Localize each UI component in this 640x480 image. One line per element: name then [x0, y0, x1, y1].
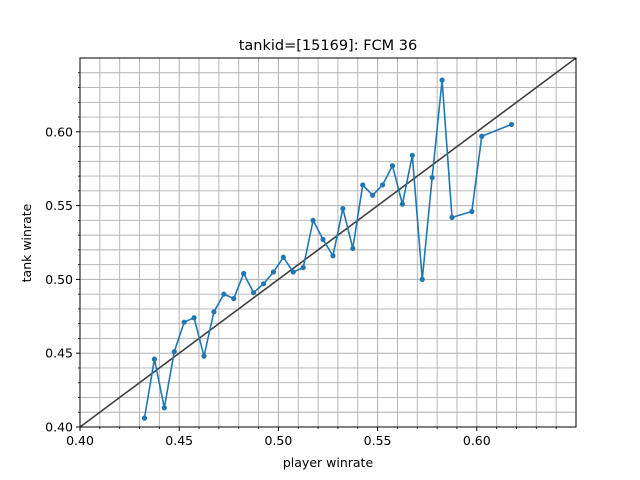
data-point [419, 276, 425, 282]
data-point [409, 152, 415, 159]
data-point [201, 353, 207, 359]
y-tick-label: 0.50 [45, 272, 73, 287]
data-point [479, 133, 485, 139]
axes: 0.40 0.45 0.50 0.55 0.60 0.40 0.45 0.50 0.55 0.60 [45, 72, 557, 448]
data-point [171, 349, 177, 355]
y-tick-label: 0.60 [45, 124, 73, 139]
data-point [350, 245, 356, 252]
data-point [151, 356, 157, 362]
data-point [270, 269, 277, 275]
data-point [191, 315, 197, 321]
data-point [320, 236, 326, 243]
data-point [399, 201, 405, 207]
x-tick-label: 0.40 [66, 433, 94, 448]
data-point [389, 163, 396, 169]
data-point [379, 182, 386, 188]
data-point [439, 77, 445, 83]
data-point [469, 208, 475, 215]
chart-title: tankid=[15169]: FCM 36 [239, 38, 418, 54]
data-point [370, 192, 376, 198]
reference-line [79, 57, 577, 428]
data-point [181, 319, 187, 325]
data-point [290, 269, 296, 275]
data-point [161, 405, 167, 411]
data-point [300, 264, 306, 271]
data-point [280, 254, 286, 260]
data-point [310, 217, 316, 223]
data-point [251, 290, 257, 296]
data-point [330, 253, 336, 259]
x-tick-label: 0.60 [463, 433, 491, 448]
x-axis-label: player winrate [283, 455, 374, 470]
x-tick-label: 0.55 [364, 433, 392, 448]
y-tick-label: 0.40 [45, 420, 73, 435]
x-tick-label: 0.50 [264, 433, 292, 448]
data-point [360, 182, 366, 188]
y-tick-label: 0.55 [45, 198, 73, 213]
y-axis-label: tank winrate [19, 203, 34, 282]
data-point [508, 121, 515, 128]
series-layer [141, 77, 515, 421]
x-tick-label: 0.45 [165, 433, 193, 448]
data-point [260, 281, 267, 287]
data-point [429, 174, 435, 181]
data-point [449, 214, 455, 221]
data-point [231, 295, 237, 302]
data-point [141, 415, 148, 421]
data-point [221, 291, 227, 297]
reference-line-layer [79, 57, 577, 428]
y-tick-label: 0.45 [45, 346, 73, 361]
data-point [241, 270, 247, 277]
plot-frame [79, 57, 577, 428]
data-point [211, 309, 217, 315]
data-point [340, 205, 346, 212]
